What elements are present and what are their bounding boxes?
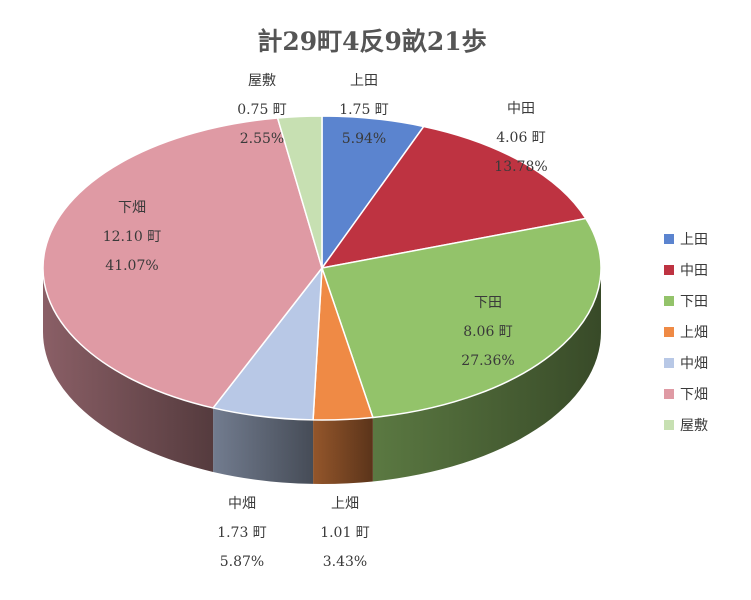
slice-side-上畑 [313,417,373,484]
legend-label: 上畑 [680,325,708,341]
legend-swatch [664,327,674,337]
slice-label-name: 中畑 [228,496,256,512]
slice-label-percent: 5.87% [220,554,264,570]
legend-label: 中田 [680,263,708,279]
pie-sides [43,268,601,484]
legend-swatch [664,234,674,244]
slice-屋敷 [276,115,323,269]
slice-label-percent: 41.07% [105,258,158,274]
chart-title: 計29町4反9畝21歩 [257,27,486,56]
slice-side-中畑 [213,407,314,484]
slice-label-name: 下畑 [118,200,146,216]
slice-下田 [321,217,602,419]
slice-label-name: 中田 [507,101,535,117]
slice-label-value: 4.06 町 [496,130,546,146]
slice-label-name: 下田 [474,295,502,311]
slice-label-value: 1.01 町 [320,525,370,541]
legend-label: 屋敷 [680,418,708,434]
slice-label-value: 1.75 町 [339,102,389,118]
legend-swatch [664,358,674,368]
slice-side-下畑 [43,268,214,472]
legend-swatch [664,265,674,275]
pie-slices [42,115,602,421]
slice-label-percent: 13.78% [494,159,547,175]
slice-label-name: 屋敷 [248,73,276,89]
legend-swatch [664,389,674,399]
legend-label: 下田 [680,294,708,310]
slice-label-percent: 27.36% [461,353,514,369]
legend-label: 下畑 [680,387,708,403]
slice-label-percent: 5.94% [342,131,386,147]
data-labels: 上田 1.75 町 5.94% 中田 4.06 町 13.78% 下田 8.06 町 27.36… [103,73,548,570]
slice-下畑 [42,117,323,409]
legend-swatch [664,420,674,430]
slice-label-value: 0.75 町 [237,102,287,118]
slice-side-下田 [372,268,601,482]
slice-label-name: 上田 [350,73,378,89]
slice-label-value: 12.10 町 [103,229,162,245]
slice-label-name: 上畑 [331,496,359,512]
slice-中田 [321,125,587,269]
slice-label-percent: 2.55% [240,131,284,147]
slice-label-value: 1.73 町 [217,525,267,541]
slice-label-percent: 3.43% [323,554,367,570]
slice-label-value: 8.06 町 [463,324,513,340]
legend-swatch [664,296,674,306]
legend-label: 中畑 [680,356,708,372]
legend-label: 上田 [680,232,708,248]
